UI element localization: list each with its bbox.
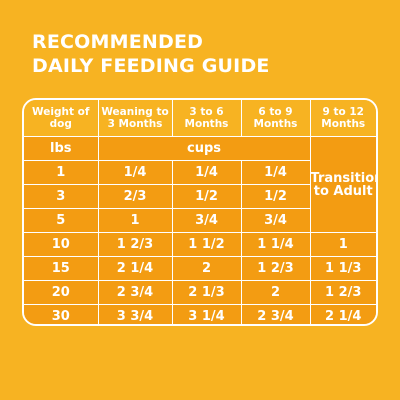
amount-cell: 1/4	[171, 160, 241, 185]
amount-cell: 2 1/4	[97, 256, 172, 281]
amount-cell: 1 2/3	[240, 256, 310, 281]
amount-cell: 1 1/4	[240, 232, 310, 257]
amount-cell: 1/2	[171, 184, 241, 209]
amount-cell: 1	[309, 232, 376, 257]
amount-cell: 1 1/2	[171, 232, 241, 257]
table-row: 1 1/4 1/4 1/4	[24, 160, 376, 185]
amount-cell: 2 1/3	[171, 280, 241, 305]
table-row: 10 1 2/3 1 1/2 1 1/4 1	[24, 232, 376, 257]
header-weight: Weight of dog	[24, 100, 98, 137]
amount-cell: 1 1/3	[309, 256, 376, 281]
table-row: 20 2 3/4 2 1/3 2 1 2/3	[24, 280, 376, 305]
weight-cell: 5	[24, 208, 98, 233]
table-row: 15 2 1/4 2 1 2/3 1 1/3	[24, 256, 376, 281]
unit-cups: cups	[97, 136, 310, 161]
header-row: Weight of dog Weaning to 3 Months 3 to 6…	[24, 100, 376, 137]
amount-cell: 3/4	[171, 208, 241, 233]
title-line-1: RECOMMENDED	[32, 31, 204, 53]
amount-cell: 1	[97, 208, 172, 233]
unit-lbs: lbs	[24, 136, 98, 161]
header-9-12-months: 9 to 12 Months	[309, 100, 376, 137]
table-row: 30 3 3/4 3 1/4 2 3/4 2 1/4	[24, 304, 376, 324]
amount-cell: 1/4	[97, 160, 172, 185]
weight-cell: 15	[24, 256, 98, 281]
transition-to-adult: Transition to Adult	[309, 136, 376, 233]
weight-cell: 3	[24, 184, 98, 209]
page-title: RECOMMENDED DAILY FEEDING GUIDE	[32, 30, 270, 78]
amount-cell: 3/4	[240, 208, 310, 233]
weight-cell: 20	[24, 280, 98, 305]
weight-cell: 1	[24, 160, 98, 185]
header-3-6-months: 3 to 6 Months	[171, 100, 241, 137]
table-row: 5 1 3/4 3/4	[24, 208, 376, 233]
weight-cell: 10	[24, 232, 98, 257]
title-line-2: DAILY FEEDING GUIDE	[32, 55, 270, 77]
amount-cell: 2	[240, 280, 310, 305]
amount-cell: 1/4	[240, 160, 310, 185]
amount-cell: 1 2/3	[97, 232, 172, 257]
table-row: 3 2/3 1/2 1/2	[24, 184, 376, 209]
header-weaning-3-months: Weaning to 3 Months	[97, 100, 172, 137]
amount-cell: 2 1/4	[309, 304, 376, 324]
amount-cell: 1 2/3	[309, 280, 376, 305]
amount-cell: 3 3/4	[97, 304, 172, 324]
feeding-guide-table: Weight of dog Weaning to 3 Months 3 to 6…	[22, 98, 378, 326]
amount-cell: 2	[171, 256, 241, 281]
amount-cell: 2 3/4	[240, 304, 310, 324]
units-row: lbs cups Transition to Adult	[24, 136, 376, 233]
amount-cell: 2 3/4	[97, 280, 172, 305]
header-6-9-months: 6 to 9 Months	[240, 100, 310, 137]
amount-cell: 3 1/4	[171, 304, 241, 324]
weight-cell: 30	[24, 304, 98, 324]
amount-cell: 2/3	[97, 184, 172, 209]
amount-cell: 1/2	[240, 184, 310, 209]
